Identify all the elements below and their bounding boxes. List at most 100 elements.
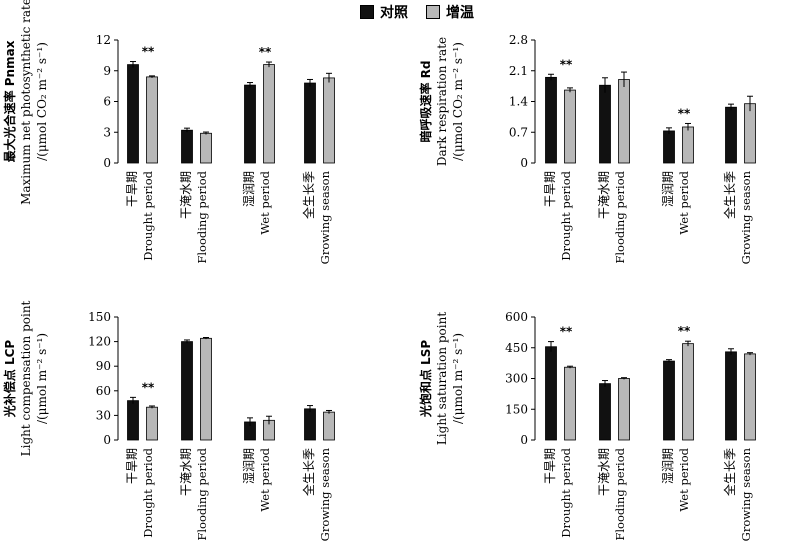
category-label-en: Drought period xyxy=(559,170,573,260)
y-tick-label: 120 xyxy=(88,335,111,349)
category-label-en: Growing season xyxy=(318,447,332,541)
significance-mark: ** xyxy=(678,324,691,338)
bar-warming xyxy=(744,353,756,441)
bar-warming xyxy=(263,64,275,164)
significance-mark: ** xyxy=(560,57,573,71)
y-axis-title-3: /(μmol CO₂ m⁻² s⁻¹) xyxy=(35,42,49,161)
y-tick-label: 0 xyxy=(520,156,528,170)
legend-label-control: 对照 xyxy=(380,5,408,21)
significance-mark: ** xyxy=(259,45,272,59)
y-axis-title-3: /(μmol CO₂ m⁻² s⁻¹) xyxy=(451,42,465,161)
category-label-cn: 干旱期 xyxy=(543,448,557,484)
y-axis-title-1: 最大光合速率 Pnmax xyxy=(2,40,17,162)
y-axis-title-2: Dark respiration rate xyxy=(435,37,449,166)
category-label-cn: 全生长季 xyxy=(722,171,737,219)
bar-control xyxy=(181,129,193,164)
category-label-cn: 干淹水期 xyxy=(597,171,611,219)
bar-warming xyxy=(146,406,158,441)
bar-control xyxy=(127,64,139,164)
y-tick-label: 600 xyxy=(505,310,528,324)
category-label-cn: 全生长季 xyxy=(722,448,737,496)
y-axis-title-3: /(μmol m⁻² s⁻¹) xyxy=(451,333,465,424)
category-label-en: Growing season xyxy=(739,447,753,541)
bar-warming xyxy=(618,79,630,164)
bar-warming xyxy=(564,366,576,441)
chart-panel-4: 0 150 300 450 600 ** 干旱期 Drought period 干淹水期 Floo… xyxy=(418,310,756,541)
category-label-cn: 干旱期 xyxy=(543,171,557,207)
bar-control xyxy=(181,341,193,441)
y-axis-title-1: 光补偿点 LCP xyxy=(2,340,17,419)
bar-warming xyxy=(618,378,630,441)
y-tick-label: 0 xyxy=(103,156,111,170)
category-label-en: Drought period xyxy=(559,447,573,537)
bar-control xyxy=(545,76,557,164)
bar-warming xyxy=(146,76,158,164)
bar-control xyxy=(599,84,611,164)
bar-warming xyxy=(682,126,694,164)
category-label-en: Growing season xyxy=(318,170,332,264)
category-label-en: Growing season xyxy=(739,170,753,264)
category-label-en: Flooding period xyxy=(613,447,627,540)
category-label-en: Flooding period xyxy=(195,170,209,263)
y-tick-label: 0 xyxy=(103,433,111,447)
bar-warming xyxy=(564,89,576,164)
category-label-cn: 湿润期 xyxy=(241,448,256,484)
category-label-cn: 全生长季 xyxy=(301,171,316,219)
legend-swatch-warming xyxy=(426,5,440,19)
bar-control xyxy=(663,130,675,164)
bar-control xyxy=(304,82,316,164)
bar-control xyxy=(545,346,557,441)
bar-control xyxy=(599,383,611,441)
y-axis-title-1: 暗呼吸速率 Rd xyxy=(418,60,433,142)
category-label-en: Wet period xyxy=(677,447,691,511)
significance-mark: ** xyxy=(560,325,573,339)
y-tick-label: 150 xyxy=(505,402,528,416)
legend-swatch-control xyxy=(360,5,374,19)
legend: 对照 增温 xyxy=(360,2,492,22)
y-tick-label: 450 xyxy=(505,341,528,355)
significance-mark: ** xyxy=(142,45,155,59)
chart-panel-3: 0 30 60 90 120 150 ** 干旱期 Drought period 干淹水期 Floo… xyxy=(2,300,335,541)
bar-warming xyxy=(200,132,212,164)
category-label-cn: 干淹水期 xyxy=(597,448,611,496)
y-axis-title-2: Light saturation point xyxy=(435,312,449,446)
bar-control xyxy=(663,360,675,441)
category-label-cn: 干淹水期 xyxy=(179,171,193,219)
y-tick-label: 9 xyxy=(103,64,111,78)
bar-warming xyxy=(200,337,212,441)
category-label-cn: 湿润期 xyxy=(660,448,675,484)
category-label-en: Wet period xyxy=(258,447,272,511)
bar-control xyxy=(304,408,316,441)
y-tick-label: 0 xyxy=(520,433,528,447)
chart-panel-1: 0 3 6 9 12 ** 干旱期 Drought period 干淹水期 Flooding pe… xyxy=(2,0,335,264)
y-tick-label: 1.4 xyxy=(509,95,528,109)
y-tick-label: 2.1 xyxy=(509,64,528,78)
bar-control xyxy=(725,351,737,441)
category-label-en: Wet period xyxy=(258,170,272,234)
bar-warming xyxy=(682,343,694,441)
category-label-cn: 干旱期 xyxy=(125,171,139,207)
bar-warming xyxy=(323,77,335,164)
y-axis-title-2: Light compensation point xyxy=(19,300,33,456)
category-label-cn: 湿润期 xyxy=(660,171,675,207)
y-axis-title-3: /(μmol m⁻² s⁻¹) xyxy=(35,333,49,424)
legend-item-control: 对照 xyxy=(360,2,408,22)
category-label-en: Wet period xyxy=(677,170,691,234)
significance-mark: ** xyxy=(142,380,155,394)
y-tick-label: 2.8 xyxy=(509,33,528,47)
category-label-cn: 全生长季 xyxy=(301,448,316,496)
bar-warming xyxy=(323,411,335,441)
y-axis-title-1: 光饱和点 LSP xyxy=(418,340,433,418)
category-label-cn: 干淹水期 xyxy=(179,448,193,496)
category-label-cn: 干旱期 xyxy=(125,448,139,484)
y-tick-label: 30 xyxy=(96,408,111,422)
y-tick-label: 60 xyxy=(96,384,111,398)
y-tick-label: 90 xyxy=(96,359,111,373)
y-tick-label: 3 xyxy=(103,125,111,139)
bar-warming xyxy=(744,103,756,164)
category-label-en: Drought period xyxy=(141,447,155,537)
category-label-cn: 湿润期 xyxy=(241,171,256,207)
y-tick-label: 12 xyxy=(96,33,111,47)
category-label-en: Drought period xyxy=(141,170,155,260)
